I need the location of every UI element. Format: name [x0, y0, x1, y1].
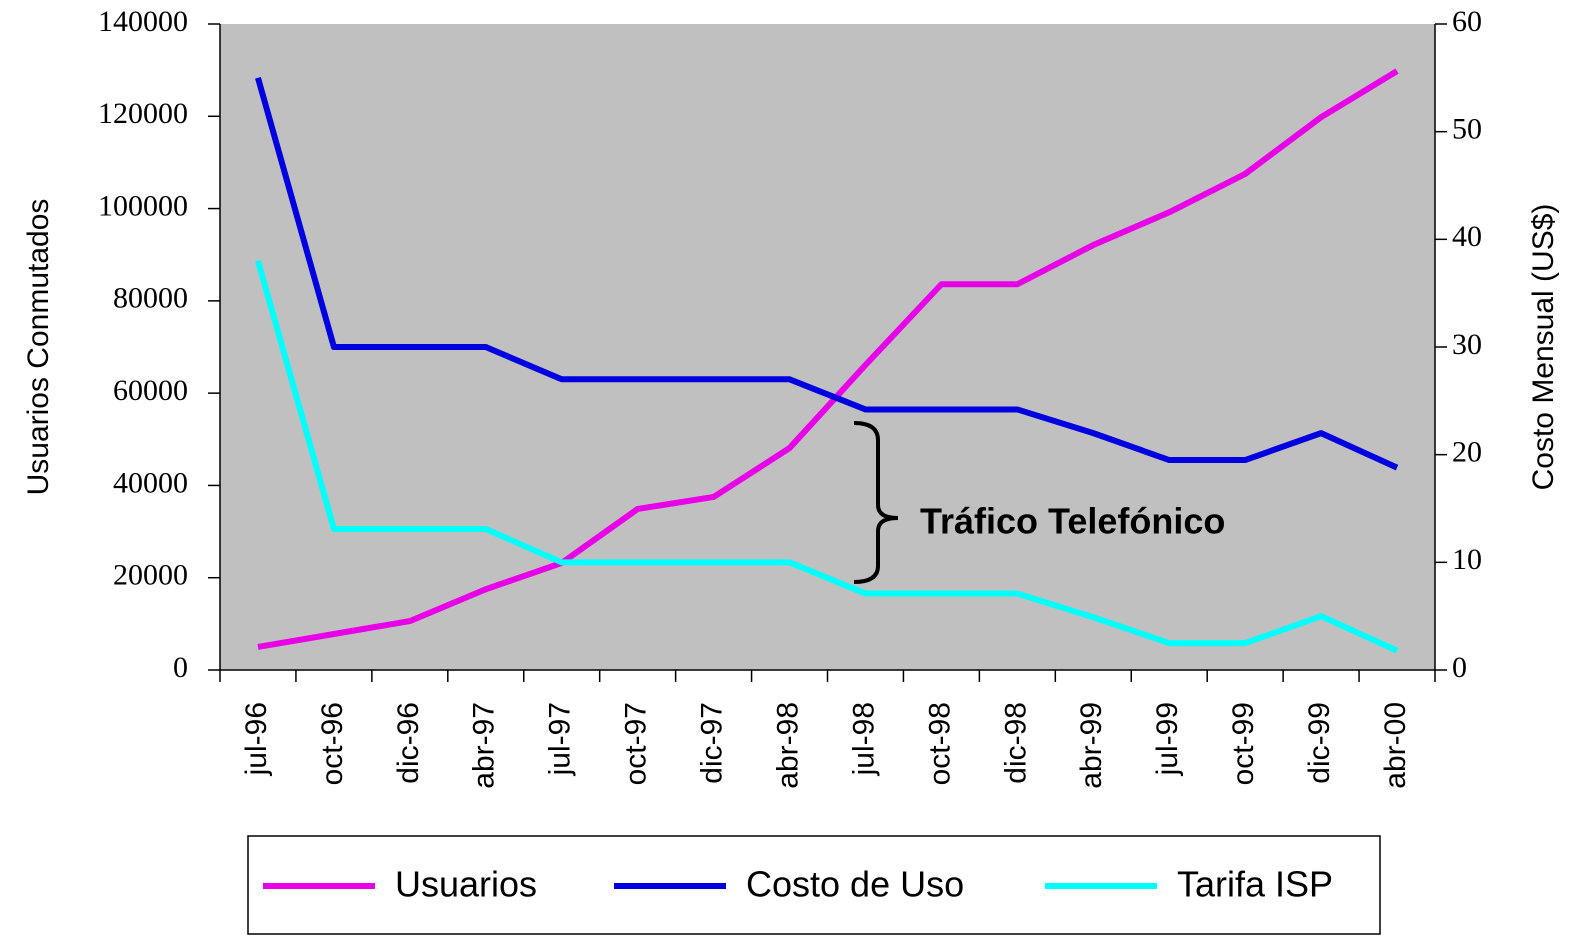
y-tick-label: 100000 [98, 189, 188, 222]
y2-tick-label: 0 [1452, 651, 1467, 684]
x-tick-label: oct-98 [923, 702, 956, 785]
y2-tick-label: 20 [1452, 436, 1482, 469]
legend [247, 835, 1381, 935]
y2-tick-label: 50 [1452, 113, 1482, 146]
x-tick-label: jul-97 [544, 702, 577, 776]
y-tick-label: 140000 [98, 5, 188, 38]
series-line [255, 77, 1399, 471]
x-tick-label: abr-98 [771, 702, 804, 789]
series-line [257, 68, 1399, 650]
y-tick-label: 60000 [113, 374, 188, 407]
x-tick-label: jul-98 [847, 702, 880, 776]
y-tick-label: 120000 [98, 97, 188, 130]
brace [853, 421, 899, 584]
x-tick-label: oct-96 [316, 702, 349, 785]
legend-label: Usuarios [395, 864, 537, 905]
x-tick-label: jul-96 [240, 702, 273, 776]
y2-tick-label: 30 [1452, 328, 1482, 361]
annotation: Tráfico Telefónico [920, 501, 1225, 542]
x-tick-label: oct-99 [1227, 702, 1260, 785]
y-tick-label: 40000 [113, 466, 188, 499]
x-tick-label: jul-99 [1151, 702, 1184, 776]
x-tick-label: abr-99 [1075, 702, 1108, 789]
x-tick-label: dic-98 [999, 702, 1032, 784]
y2-tick-label: 40 [1452, 220, 1482, 253]
y-axis-title: Usuarios Conmutados [22, 199, 55, 496]
series-line [255, 260, 1399, 654]
x-tick-label: dic-97 [696, 702, 729, 784]
legend-label: Costo de Uso [746, 864, 964, 905]
y2-tick-label: 60 [1452, 5, 1482, 38]
x-tick-label: abr-00 [1379, 702, 1412, 789]
y-tick-label: 20000 [113, 559, 188, 592]
y-tick-label: 0 [173, 651, 188, 684]
legend-label: Tarifa ISP [1177, 864, 1333, 905]
x-tick-label: dic-99 [1303, 702, 1336, 784]
y2-axis-title: Costo Mensual (US$) [1527, 204, 1560, 491]
y2-tick-label: 10 [1452, 543, 1482, 576]
y-tick-label: 80000 [113, 282, 188, 315]
x-tick-label: abr-97 [468, 702, 501, 789]
x-tick-label: dic-96 [392, 702, 425, 784]
x-tick-label: oct-97 [620, 702, 653, 785]
